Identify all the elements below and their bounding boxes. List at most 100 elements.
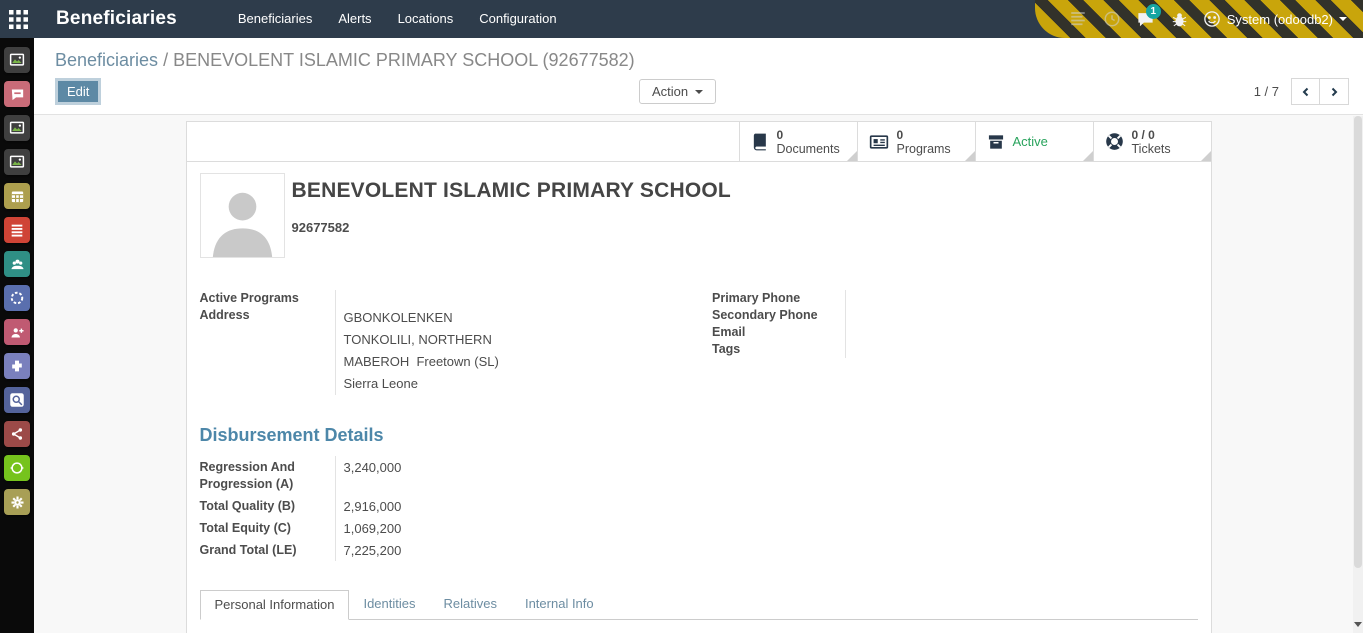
pager-previous-button[interactable]: [1291, 78, 1320, 105]
chevron-down-icon: [1339, 17, 1347, 21]
total-equity-label: Total Equity (C): [199, 521, 291, 535]
programs-stat-button[interactable]: 0 Programs: [856, 122, 975, 161]
tickets-stat-button[interactable]: 0 / 0 Tickets: [1092, 122, 1211, 161]
secondary-phone-label: Secondary Phone: [712, 308, 818, 322]
avatar-placeholder-image: [199, 173, 285, 258]
scrollbar-down-button[interactable]: [1353, 617, 1363, 631]
tags-value: [845, 341, 1197, 358]
action-dropdown-button[interactable]: Action: [638, 79, 717, 104]
app-title[interactable]: Beneficiaries: [56, 8, 177, 29]
form-view: 0 Documents 0 Programs: [34, 115, 1363, 633]
menu-locations[interactable]: Locations: [397, 11, 454, 26]
email-value: [845, 324, 1197, 341]
systray-striped-area: 1 System (odoodb2): [1034, 0, 1363, 38]
tab-internal-info[interactable]: Internal Info: [524, 596, 594, 611]
primary-phone-label: Primary Phone: [712, 291, 801, 305]
clock-icon[interactable]: [1095, 0, 1129, 38]
scrollbar-thumb[interactable]: [1354, 116, 1362, 568]
grand-total-label: Grand Total (LE): [199, 543, 297, 557]
tickets-label: Tickets: [1131, 141, 1171, 156]
pager-count: 1 / 7: [1253, 84, 1279, 99]
primary-phone-value: [845, 290, 1197, 307]
documents-count: 0: [776, 127, 784, 142]
picture-app-icon[interactable]: [4, 115, 30, 141]
puzzle-app-icon[interactable]: [4, 353, 30, 379]
pager: 1 / 7: [1254, 78, 1349, 105]
stat-button-row: 0 Documents 0 Programs: [186, 122, 1211, 162]
chevron-right-icon: [1331, 87, 1338, 96]
regression-progression-label: Regression And Progression (A): [199, 460, 295, 491]
breadcrumb-separator: /: [163, 50, 169, 70]
programs-label: Programs: [896, 141, 951, 156]
triangle-down-icon: [1354, 621, 1362, 627]
tab-relatives[interactable]: Relatives: [443, 596, 497, 611]
user-name: System (odoodb2): [1226, 11, 1333, 27]
chevron-down-icon: [695, 89, 704, 94]
bug-icon[interactable]: [1163, 0, 1197, 38]
action-label: Action: [651, 84, 689, 99]
documents-stat-button[interactable]: 0 Documents: [738, 122, 857, 161]
total-equity-value: 1,069,200: [334, 517, 1197, 539]
avatar-smiley-icon: [1203, 11, 1220, 27]
main-content: Beneficiaries / BENEVOLENT ISLAMIC PRIMA…: [34, 38, 1363, 633]
record-id: 92677582: [291, 220, 350, 235]
email-label: Email: [712, 325, 746, 339]
edit-button[interactable]: Edit: [55, 78, 102, 105]
pager-next-button[interactable]: [1320, 78, 1349, 105]
address-line: TONKOLILI, NORTHERN: [343, 332, 492, 347]
field-groups: Active Programs Address GBONKOLENKEN TON…: [187, 258, 1211, 395]
archive-box-icon: [988, 134, 1003, 149]
programs-count: 0: [896, 127, 904, 142]
address-value: GBONKOLENKEN TONKOLILI, NORTHERN MABEROH…: [334, 307, 685, 395]
apps-grid-icon[interactable]: [0, 0, 36, 38]
menu-configuration[interactable]: Configuration: [479, 11, 557, 26]
picture-app-icon[interactable]: [4, 47, 30, 73]
magnifier-app-icon[interactable]: [4, 387, 30, 413]
notebook-tabs: Personal Information Identities Relative…: [199, 590, 1198, 620]
life-ring-icon: [1105, 133, 1123, 150]
active-programs-value: [334, 290, 685, 307]
dotted-ring-app-icon[interactable]: [4, 285, 30, 311]
breadcrumb-current: BENEVOLENT ISLAMIC PRIMARY SCHOOL (92677…: [173, 50, 635, 70]
book-icon: [753, 133, 766, 150]
person-plus-app-icon[interactable]: [4, 319, 30, 345]
menu-lines-icon[interactable]: [1061, 0, 1095, 38]
form-sheet: 0 Documents 0 Programs: [185, 121, 1212, 633]
field-group-right: Primary Phone Secondary Phone Email Tags: [712, 290, 1197, 395]
chat-bubble-app-icon[interactable]: [4, 81, 30, 107]
menu-beneficiaries[interactable]: Beneficiaries: [237, 11, 313, 26]
active-stat-button[interactable]: Active: [974, 122, 1093, 161]
messages-icon[interactable]: 1: [1129, 0, 1163, 38]
user-menu[interactable]: System (odoodb2): [1197, 10, 1353, 28]
control-panel: Edit Action 1 / 7: [34, 73, 1363, 115]
regression-progression-value: 3,240,000: [334, 456, 1197, 495]
grand-total-value: 7,225,200: [334, 539, 1197, 561]
tab-identities[interactable]: Identities: [363, 596, 416, 611]
secondary-phone-value: [845, 307, 1197, 324]
address-line: MABEROH Freetown (SL): [343, 354, 499, 369]
address-line: GBONKOLENKEN: [343, 310, 453, 325]
picture-app-icon[interactable]: [4, 149, 30, 175]
total-quality-label: Total Quality (B): [199, 499, 296, 513]
people-group-app-icon[interactable]: [4, 251, 30, 277]
address-line: Sierra Leone: [343, 376, 418, 391]
list-lines-app-icon[interactable]: [4, 217, 30, 243]
active-programs-label: Active Programs: [199, 291, 299, 305]
disbursement-title: Disbursement Details: [199, 425, 384, 445]
vertical-scrollbar[interactable]: [1353, 116, 1363, 633]
active-label: Active: [1012, 133, 1048, 149]
record-header: BENEVOLENT ISLAMIC PRIMARY SCHOOL 926775…: [187, 162, 1211, 258]
tags-label: Tags: [712, 342, 741, 356]
breadcrumb: Beneficiaries / BENEVOLENT ISLAMIC PRIMA…: [34, 38, 1363, 73]
top-menu: Beneficiaries Alerts Locations Configura…: [225, 0, 570, 38]
green-ring-app-icon[interactable]: [4, 455, 30, 481]
calendar-app-icon[interactable]: [4, 183, 30, 209]
tickets-count: 0 / 0: [1131, 127, 1155, 142]
gear-app-icon[interactable]: [4, 489, 30, 515]
breadcrumb-parent-link[interactable]: Beneficiaries: [55, 50, 159, 70]
chevron-left-icon: [1302, 87, 1308, 96]
tab-personal-information[interactable]: Personal Information: [199, 590, 350, 620]
share-nodes-app-icon[interactable]: [4, 421, 30, 447]
address-label: Address: [199, 308, 250, 322]
menu-alerts[interactable]: Alerts: [338, 11, 372, 26]
